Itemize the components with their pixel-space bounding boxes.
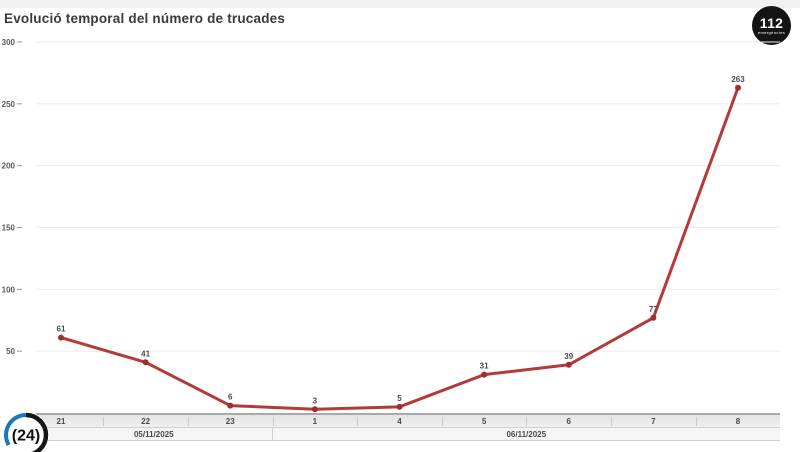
emergency-112-label: emergències	[757, 29, 786, 35]
y-tick-label: 200	[2, 162, 16, 171]
data-point	[565, 361, 572, 368]
x-axis-date-row: 05/11/2025 06/11/2025	[36, 428, 780, 441]
x-tick-label: 21	[56, 417, 66, 426]
point-value-label: 41	[141, 349, 150, 358]
channel-24-logo-black-arc	[25, 412, 49, 452]
point-value-label: 39	[564, 352, 573, 361]
x-tick-separator	[357, 417, 359, 426]
x-tick-label: 4	[397, 417, 402, 426]
y-tick-label: 300	[2, 38, 16, 47]
point-value-label: 263	[731, 75, 745, 84]
y-tick-label: 250	[2, 100, 16, 109]
x-tick-label: 6	[566, 417, 571, 426]
x-tick-separator	[611, 417, 613, 426]
x-axis-hour-row: 21 22 23 1 4 5 6 7 8	[36, 415, 780, 428]
x-tick-label: 1	[312, 417, 318, 426]
channel-24-logo-text: (24)	[12, 428, 40, 445]
point-value-label: 5	[397, 394, 402, 403]
data-point	[311, 406, 318, 413]
y-tick-label: 50	[6, 347, 15, 356]
channel-24-logo-blue-arc	[4, 413, 27, 446]
x-axis-line	[36, 413, 780, 415]
x-tick-label: 22	[141, 417, 151, 426]
point-value-label: 6	[228, 393, 233, 402]
x-tick-separator	[441, 417, 443, 426]
data-point	[227, 402, 234, 409]
data-point	[735, 84, 741, 91]
x-tick-separator	[272, 417, 274, 426]
data-point	[650, 314, 657, 321]
date-group-label: 05/11/2025	[36, 428, 273, 441]
x-tick-separator	[103, 417, 105, 426]
point-value-label: 77	[649, 305, 658, 314]
x-tick-separator	[187, 417, 189, 426]
point-value-label: 31	[480, 362, 489, 371]
data-point	[396, 403, 403, 410]
y-tick-label: 100	[2, 285, 16, 294]
page-title: Evolució temporal del número de trucades	[4, 11, 286, 26]
channel-24-logo: (24)	[3, 412, 49, 452]
channel-24-logo-backing	[3, 412, 49, 452]
point-value-label: 61	[57, 325, 66, 334]
data-point	[58, 334, 64, 341]
point-value-label: 3	[313, 396, 318, 405]
x-tick-label: 23	[225, 417, 235, 426]
x-tick-label: 5	[481, 417, 487, 426]
data-point	[481, 371, 488, 378]
data-point	[142, 359, 149, 366]
x-tick-label: 8	[735, 417, 741, 426]
x-tick-label: 7	[651, 417, 656, 426]
x-tick-separator	[526, 417, 528, 426]
x-tick-separator	[695, 417, 697, 426]
emergency-112-number: 112	[759, 14, 784, 31]
top-strip	[0, 0, 800, 8]
date-group-label: 06/11/2025	[506, 430, 547, 439]
data-line	[59, 86, 740, 411]
emergency-112-logo: 112 emergències	[752, 6, 791, 45]
y-tick-label: 150	[2, 224, 16, 233]
